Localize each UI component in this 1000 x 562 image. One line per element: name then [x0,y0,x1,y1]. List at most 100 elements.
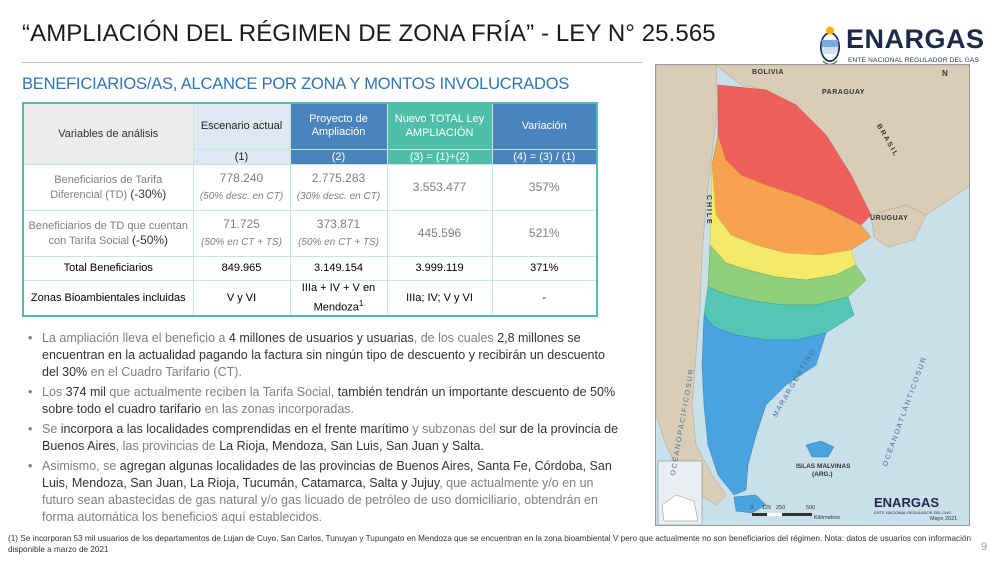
bullet-segment: Asimismo, se [42,459,120,473]
map-label-chile: C H I L E [705,195,712,224]
section-subtitle: BENEFICIARIOS/AS, ALCANCE POR ZONA Y MON… [22,75,570,93]
cell-value: IIIa + IV + V en Mendoza [301,281,376,314]
cell-note: (50% desc. en CT) [199,191,284,202]
map-label-malvinas-sub: (ARG.) [812,471,833,478]
row-label-text: Beneficiarios de Tarifa Diferencial (TD) [50,173,163,201]
bullet-segment: 4 millones de usuarios y usuarias [228,331,414,345]
row-label-total: Total Beneficiarios [22,255,194,281]
cell-value: 373.871 [316,217,361,231]
cell-proyecto: 2.775.283 (30% desc. en CT) [289,163,388,211]
footnote: (1) Se incorporan 53 mil usuarios de los… [8,534,972,554]
header-number-escenario: (1) [192,148,291,165]
cell-escenario: 71.725 (50% en CT + TS) [192,209,291,257]
cell-value: 778.240 [219,171,264,185]
header-number-nuevo: (3) = (1)+(2) [386,148,493,165]
cell-nuevo: 3.999.119 [386,255,493,281]
scale-tick-125: 125 [762,505,772,511]
row-label-text: Beneficiarios de TD que cuentan con Tari… [28,219,188,247]
argentina-zone-map: BOLIVIA N PARAGUAY B R A S I L URUGUAY C… [655,64,970,526]
bullet-item: Los 374 mil que actualmente reciben la T… [26,384,622,418]
header-variables: Variables de análisis [22,102,194,165]
cell-variacion: 521% [491,209,598,257]
map-label-north: N [942,69,948,78]
cell-variacion: - [491,279,598,317]
beneficiaries-table: Variables de análisis Escenario actual P… [22,102,598,318]
tierra-del-fuego [733,494,767,514]
bullet-segment: Se [42,422,61,436]
header-variacion: Variación [491,102,598,150]
row-label-zones: Zonas Bioambientales incluidas [22,279,194,317]
header-nuevo: Nuevo TOTAL Ley AMPLIACIÓN [386,102,493,150]
table-row-zones: Zonas Bioambientales incluidas V y VI II… [22,279,598,317]
scale-bar-segment [767,513,782,516]
islas-malvinas [805,440,835,458]
cell-escenario: V y VI [192,279,291,317]
bullet-item: Se incorpora a las localidades comprendi… [26,421,622,455]
table-header-row: Variables de análisis Escenario actual P… [22,102,598,165]
cell-nuevo: 3.553.477 [386,163,493,211]
bullet-segment: La Rioja, Mendoza, San Luis, San Juan y … [219,439,484,453]
logo-tagline: ENTE NACIONAL REGULADOR DEL GAS [848,57,980,64]
map-logo-tagline: ENTE NACIONAL REGULADOR DEL GAS [874,510,951,515]
cell-escenario: 778.240 (50% desc. en CT) [192,163,291,211]
header-escenario: Escenario actual [192,102,291,150]
scale-unit: Kilómetros [814,515,840,521]
map-label-bolivia: BOLIVIA [752,69,784,76]
cell-value: 2.775.283 [311,171,366,185]
row-label: Beneficiarios de Tarifa Diferencial (TD)… [22,163,194,211]
table-header-number-row: (1) (2) (3) = (1)+(2) (4) = (3) / (1) [23,148,598,165]
cell-proyecto: 373.871 (50% en CT + TS) [289,209,388,257]
bullet-segment: en las zonas incorporadas. [201,402,354,416]
header-proyecto: Proyecto de Ampliación [289,102,388,150]
bullet-segment: , de los cuales [413,331,498,345]
bullet-segment: 374 mil [65,385,106,399]
scale-tick-0: 0 [750,505,754,511]
bullet-segment: incorpora a las localidades comprendidas… [60,422,409,436]
enargas-logo: ENARGAS ENTE NACIONAL REGULADOR DEL GAS [818,24,984,68]
bullet-segment: , las provincias de [115,439,220,453]
bullet-item: La ampliación lleva el beneficio a 4 mil… [26,330,622,381]
cell-value: 71.725 [223,217,260,231]
map-label-uruguay: URUGUAY [870,215,909,222]
row-label-emphasis: (-50%) [132,232,169,247]
bullet-segment: también tendrán un importante descuento … [42,385,616,416]
scale-tick-500: 500 [806,505,816,511]
cell-value: 445.596 [417,226,462,240]
page-title: “AMPLIACIÓN DEL RÉGIMEN DE ZONA FRÍA” - … [22,20,716,47]
header-number-variacion: (4) = (3) / (1) [491,148,598,165]
header-number-proyecto: (2) [289,148,388,165]
bullet-segment: en el Cuadro Tarifario (CT). [87,365,242,379]
bullet-segment: y subzonas del [408,422,500,436]
bullet-segment: que actualmente reciben la Tarifa Social… [105,385,338,399]
cell-variacion: 357% [491,163,598,211]
cell-proyecto: IIIa + IV + V en Mendoza1 [289,279,388,317]
table-row: Beneficiarios de TD que cuentan con Tari… [22,209,598,257]
cell-escenario: 849.965 [192,255,291,281]
map-canvas [656,65,969,525]
map-logo-name: ENARGAS [874,495,940,510]
map-label-malvinas: ISLAS MALVINAS [796,463,851,470]
cell-note: (50% en CT + TS) [201,237,282,248]
table-row: Beneficiarios de Tarifa Diferencial (TD)… [22,163,598,211]
bullet-segment: agregan algunas localidades de las provi… [42,459,612,490]
map-label-paraguay: PARAGUAY [822,89,865,96]
footnote-marker: 1 [358,298,364,308]
table-row-total: Total Beneficiarios 849.965 3.149.154 3.… [22,255,598,281]
cell-value: 521% [528,226,560,240]
cell-value: 3.553.477 [412,180,467,194]
cell-nuevo: 445.596 [386,209,493,257]
logo-wordmark: ENARGAS [846,24,985,54]
map-date: Mayo 2021 [930,516,958,522]
bullet-segment: , que actualmente y/o en un futuro sean … [42,476,598,524]
cell-note: (50% en CT + TS) [298,237,379,248]
title-divider [22,62,642,63]
scale-tick-250: 250 [776,505,786,511]
bullet-segment: 2,8 millones se encuentran en la actuali… [42,331,605,379]
cell-variacion: 371% [491,255,598,281]
bullet-segment: La ampliación lleva el beneficio a [42,331,229,345]
argentina-emblem-icon [820,26,840,66]
zone-blue [701,314,827,496]
cell-value: 357% [528,180,560,194]
bullet-segment: Los [42,385,66,399]
page-number: 9 [981,541,988,553]
